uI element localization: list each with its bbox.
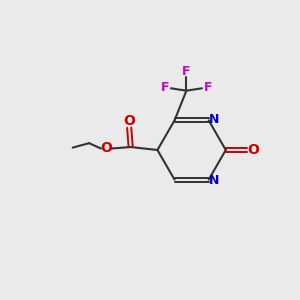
Text: F: F [204,81,212,94]
Text: F: F [161,81,169,94]
Text: F: F [182,65,191,78]
Text: N: N [209,113,219,126]
Text: O: O [100,141,112,154]
Text: O: O [123,114,135,128]
Text: N: N [209,174,219,187]
Text: O: O [247,143,259,157]
